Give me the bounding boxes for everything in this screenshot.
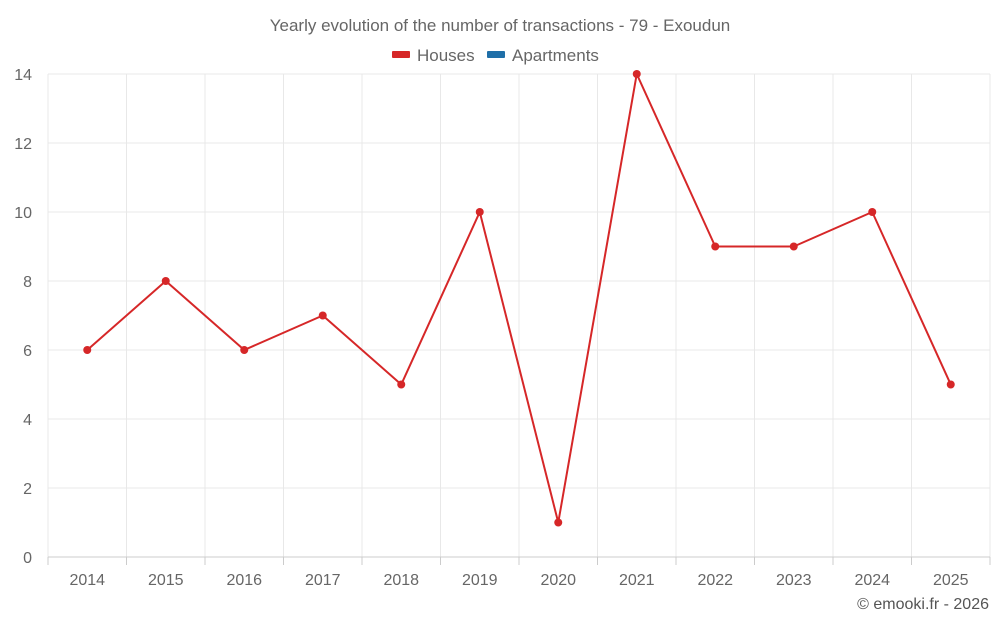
data-point-houses[interactable]: [240, 346, 249, 354]
data-point-houses[interactable]: [868, 208, 877, 216]
y-axis: 0 2 4 6 8 10 12 14: [14, 67, 32, 567]
legend: Houses Apartments: [392, 46, 599, 65]
y-tick-label: 2: [23, 481, 32, 498]
data-point-houses[interactable]: [789, 242, 798, 251]
x-tick-label: 2018: [383, 572, 419, 589]
legend-item-apartments[interactable]: Apartments: [487, 46, 599, 65]
legend-label-houses: Houses: [417, 46, 475, 65]
data-point-houses[interactable]: [475, 208, 484, 216]
series-layer: [83, 70, 955, 527]
data-point-houses[interactable]: [711, 242, 720, 251]
y-tick-label: 8: [23, 274, 32, 291]
x-tick-label: 2016: [226, 572, 262, 589]
data-point-houses[interactable]: [161, 277, 170, 285]
x-tick-label: 2017: [305, 572, 341, 589]
y-tick-label: 10: [14, 205, 32, 222]
data-point-houses[interactable]: [397, 380, 406, 389]
data-point-houses[interactable]: [554, 518, 563, 527]
x-tick-label: 2025: [933, 572, 969, 589]
data-point-houses[interactable]: [318, 311, 327, 320]
x-tick-label: 2022: [697, 572, 733, 589]
x-tick-label: 2019: [462, 572, 498, 589]
x-axis: 2014 2015 2016 2017 2018 2019 2020 2021 2022 2023…: [47, 556, 991, 589]
x-tick-label: 2015: [148, 572, 184, 589]
legend-swatch-houses: [392, 51, 410, 58]
x-tick-label: 2023: [776, 572, 812, 589]
legend-swatch-apartments: [487, 51, 505, 58]
data-point-houses[interactable]: [83, 346, 92, 354]
legend-label-apartments: Apartments: [512, 46, 599, 65]
x-tick-label: 2021: [619, 572, 655, 589]
series-line-houses: [86, 73, 952, 524]
chart-title: Yearly evolution of the number of transa…: [270, 16, 731, 35]
y-tick-label: 4: [23, 412, 32, 429]
y-tick-label: 14: [14, 67, 32, 84]
data-point-houses[interactable]: [632, 70, 641, 78]
x-tick-label: 2024: [854, 572, 890, 589]
x-tick-label: 2020: [540, 572, 576, 589]
y-tick-label: 12: [14, 136, 32, 153]
data-point-houses[interactable]: [946, 380, 955, 389]
y-tick-label: 0: [23, 550, 32, 567]
credit-text: © emooki.fr - 2026: [857, 596, 989, 613]
legend-item-houses[interactable]: Houses: [392, 46, 475, 65]
x-tick-label: 2014: [69, 572, 105, 589]
y-tick-label: 6: [23, 343, 32, 360]
grid: [47, 73, 991, 557]
